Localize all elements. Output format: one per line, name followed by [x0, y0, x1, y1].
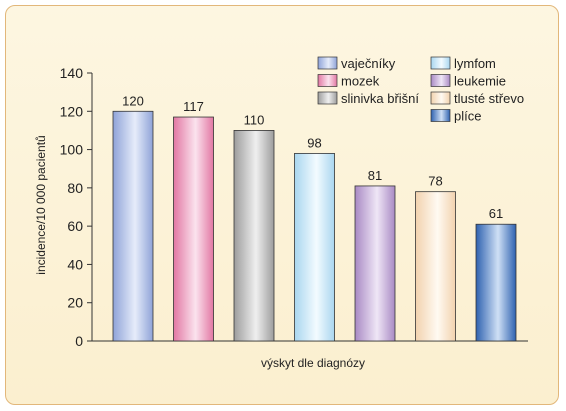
y-tick-label: 0	[75, 333, 83, 349]
bar-value-label: 110	[244, 112, 265, 127]
bar	[173, 116, 214, 342]
legend-label: tlusté střevo	[454, 91, 524, 106]
y-tick-label: 120	[60, 103, 84, 119]
legend-swatch	[317, 56, 338, 70]
x-axis-label: výskyt dle diagnózy	[261, 356, 365, 370]
legend: vaječníky mozek slinivka břišní lymfom leuke…	[317, 56, 524, 124]
y-tick-label: 80	[67, 180, 83, 196]
y-tick-label: 20	[67, 295, 83, 311]
bar	[294, 152, 335, 342]
legend-swatch	[430, 91, 451, 105]
bar	[233, 130, 275, 342]
legend-swatch	[430, 109, 451, 122]
bars: 120 117 110 98 81 78 61	[112, 93, 517, 342]
y-tick-label: 40	[67, 256, 83, 272]
bar	[475, 223, 517, 342]
y-tick-label: 60	[67, 218, 83, 234]
legend-swatch	[317, 74, 338, 87]
y-tick-label: 100	[60, 142, 84, 158]
bar-value-label: 81	[368, 168, 382, 183]
bar-value-label: 120	[122, 93, 144, 108]
legend-label: plíce	[454, 109, 481, 124]
legend-swatch	[430, 56, 451, 70]
bar	[112, 110, 154, 342]
bar	[354, 185, 396, 342]
y-tick-label: 140	[60, 65, 84, 81]
legend-label: leukemie	[454, 74, 506, 89]
bar-value-label: 61	[489, 206, 503, 221]
legend-swatch	[317, 91, 338, 105]
bar-value-label: 78	[428, 174, 442, 189]
legend-label: slinivka břišní	[341, 91, 419, 106]
legend-label: lymfom	[454, 56, 496, 71]
legend-label: mozek	[341, 74, 380, 89]
chart-panel	[5, 5, 559, 405]
bar-value-label: 117	[183, 99, 204, 114]
bar-value-label: 98	[307, 135, 321, 150]
legend-label: vaječníky	[341, 56, 396, 71]
bar	[415, 191, 456, 342]
legend-swatch	[430, 74, 451, 87]
y-axis-label: incidence/10 000 pacientů	[34, 135, 48, 274]
